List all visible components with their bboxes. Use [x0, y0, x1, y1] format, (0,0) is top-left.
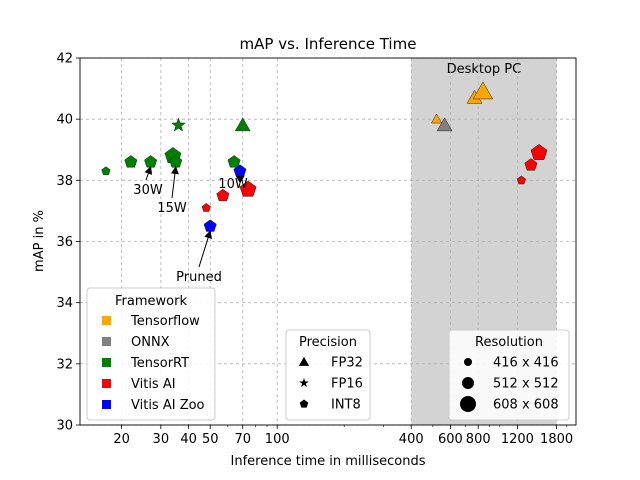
legend-label-vitis-ai-zoo: Vitis AI Zoo: [131, 398, 205, 413]
legend-precision-box: [285, 329, 371, 421]
y-axis-label: mAP in %: [32, 210, 47, 272]
y-axis-ticks: 30 32 34 36 38 40 42: [56, 52, 80, 434]
annotation-arrow: [144, 166, 153, 181]
legend-swatch-onnx: [102, 337, 111, 346]
legend-swatch-tensorflow: [102, 316, 111, 325]
legend-marker-fp16: [299, 378, 309, 387]
point-tensorflow-fp32: [430, 113, 443, 124]
point-tensorrt-int8: [227, 155, 241, 168]
x-tick-label: 50: [202, 432, 219, 447]
legend-framework: Framework Tensorflow ONNX TensorRT Vitis AI…: [86, 287, 216, 421]
x-tick-label: 600: [438, 432, 463, 447]
point-vitis-ai-int8: [239, 180, 257, 197]
legend-label-tensorflow: Tensorflow: [130, 314, 200, 329]
y-tick-label: 32: [56, 357, 73, 372]
point-vitis-ai-int8: [524, 158, 538, 171]
x-tick-label: 20: [113, 432, 130, 447]
x-tick-label: 800: [466, 432, 491, 447]
legend-label-fp16: FP16: [331, 377, 363, 392]
point-vitis-ai-zoo-int8: [203, 219, 217, 232]
legend-swatch-tensorrt: [102, 358, 111, 367]
point-tensorrt-int8: [144, 155, 158, 168]
legend-label-res-608-x-608: 608 x 608: [493, 398, 559, 413]
legend-swatch-vitis-ai-zoo: [102, 400, 111, 409]
y-tick-label: 40: [56, 113, 73, 128]
annotations-group: 30W 15W 10W Pruned: [133, 165, 248, 285]
legend-marker-res-416-x-416: [464, 358, 472, 366]
point-tensorrt-int8: [101, 166, 111, 176]
x-tick-label: 400: [399, 432, 424, 447]
annotation-label: 30W: [133, 183, 163, 198]
legend-framework-box: [86, 287, 216, 421]
y-tick-label: 34: [56, 296, 73, 311]
annotation-arrow: [198, 230, 212, 268]
legend-label-onnx: ONNX: [131, 335, 170, 350]
legend-resolution-title: Resolution: [475, 335, 543, 350]
y-tick-label: 30: [56, 419, 73, 434]
x-tick-label: 70: [234, 432, 251, 447]
legend-label-res-416-x-416: 416 x 416: [493, 356, 559, 371]
point-tensorrt-fp16: [170, 117, 186, 132]
point-vitis-ai-int8: [530, 144, 548, 160]
annotation-label: Pruned: [176, 270, 222, 285]
legend-precision: Precision FP32 FP16 INT8: [285, 329, 371, 421]
legend-label-int8: INT8: [331, 398, 361, 413]
x-tick-label: 40: [180, 432, 197, 447]
desktop-pc-label: Desktop PC: [447, 62, 522, 77]
point-tensorrt-int8: [124, 155, 138, 168]
legend-marker-res-512-x-512: [462, 377, 474, 389]
legend-label-res-512-x-512: 512 x 512: [493, 377, 559, 392]
annotation-arrow: [170, 165, 179, 199]
annotation-label: 10W: [218, 177, 248, 192]
y-tick-label: 38: [56, 174, 73, 189]
point-vitis-ai-int8: [516, 175, 526, 185]
annotation-label: 15W: [157, 201, 187, 216]
x-tick-label: 1800: [540, 432, 573, 447]
legend-marker-res-608-x-608: [460, 396, 476, 412]
point-tensorrt-fp32: [234, 117, 251, 132]
point-vitis-ai-int8: [216, 188, 230, 202]
x-axis-ticks: 20 30 40 50 70 100 400 600 800 1200 1800: [113, 425, 573, 447]
legend-resolution: Resolution 416 x 416 512 x 512 608 x 608: [448, 329, 570, 421]
x-tick-label: 30: [153, 432, 170, 447]
legend-label-fp32: FP32: [331, 356, 363, 371]
legend-swatch-vitis-ai: [102, 379, 111, 388]
chart-title: mAP vs. Inference Time: [240, 35, 417, 53]
point-tensorflow-fp32: [472, 81, 494, 100]
legend-framework-title: Framework: [115, 294, 187, 309]
point-onnx-fp32: [436, 117, 453, 132]
legend-resolution-box: [448, 329, 570, 421]
annotation-arrow: [235, 175, 245, 184]
data-points-group: [101, 81, 548, 232]
y-tick-label: 36: [56, 235, 73, 250]
legend-label-vitis-ai: Vitis AI: [131, 377, 176, 392]
x-tick-label: 100: [265, 432, 290, 447]
legend-marker-fp32: [298, 356, 310, 366]
x-axis-label: Inference time in milliseconds: [231, 454, 426, 469]
legend-precision-title: Precision: [299, 335, 357, 350]
legend-label-tensorrt: TensorRT: [130, 356, 189, 371]
x-tick-label: 1200: [501, 432, 534, 447]
legend-marker-int8: [299, 399, 309, 408]
y-tick-label: 42: [56, 52, 73, 67]
point-vitis-ai-int8: [201, 203, 211, 212]
